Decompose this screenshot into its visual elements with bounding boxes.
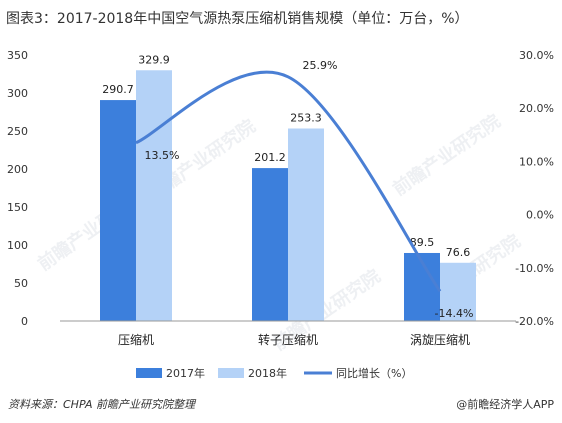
- right-axis-tick-label: 30.0%: [519, 49, 554, 62]
- category-label: 涡旋压缩机: [410, 332, 470, 347]
- growth-line-path: [135, 70, 442, 293]
- brand-note: @前瞻经济学人APP: [456, 398, 554, 411]
- bar: [440, 262, 476, 321]
- growth-line: 13.5% 25.9% -14.4%: [135, 59, 474, 320]
- growth-data-label: 25.9%: [303, 59, 338, 72]
- category-labels: 压缩机 转子压缩机 涡旋压缩机: [118, 332, 470, 347]
- bar-data-label: 89.5: [410, 236, 435, 249]
- right-axis: -20.0% -10.0% 0.0% 10.0% 20.0% 30.0%: [515, 49, 554, 328]
- category-label: 压缩机: [118, 332, 154, 347]
- bar: [136, 70, 172, 321]
- left-axis: 0 50 100 150 200 250 300 350: [7, 49, 28, 328]
- left-axis-tick-label: 150: [7, 201, 28, 214]
- bar-data-label: 253.3: [290, 111, 322, 124]
- left-axis-tick-label: 350: [7, 49, 28, 62]
- growth-data-label: 13.5%: [145, 149, 180, 162]
- bars: 290.7 329.9 201.2 253.3 89.5 76.6: [60, 53, 516, 322]
- category-label: 转子压缩机: [258, 332, 318, 347]
- left-axis-tick-label: 50: [14, 277, 28, 290]
- legend-label-2017: 2017年: [166, 366, 205, 380]
- right-axis-tick-label: 20.0%: [519, 102, 554, 115]
- legend-label-2018: 2018年: [248, 366, 287, 380]
- source-note: 资料来源：CHPA 前瞻产业研究院整理: [8, 398, 196, 411]
- left-axis-tick-label: 0: [21, 315, 28, 328]
- bar-data-label: 290.7: [102, 83, 134, 96]
- bar: [252, 168, 288, 321]
- growth-data-label: -14.4%: [435, 307, 474, 320]
- legend-label-growth: 同比增长（%）: [336, 366, 412, 380]
- bar-data-label: 329.9: [138, 53, 170, 66]
- bar: [288, 128, 324, 321]
- right-axis-tick-label: -10.0%: [515, 262, 554, 275]
- watermark-text: 前瞻产业研究院: [389, 110, 505, 200]
- chart-title: 图表3：2017-2018年中国空气源热泵压缩机销售规模（单位：万台，%）: [6, 11, 469, 27]
- legend: 2017年 2018年 同比增长（%）: [136, 366, 412, 380]
- bar: [100, 100, 136, 322]
- right-axis-tick-label: -20.0%: [515, 315, 554, 328]
- bar-data-label: 76.6: [446, 246, 471, 259]
- left-axis-tick-label: 100: [7, 239, 28, 252]
- right-axis-tick-label: 10.0%: [519, 155, 554, 168]
- left-axis-tick-label: 200: [7, 163, 28, 176]
- bar-data-label: 201.2: [254, 151, 286, 164]
- legend-swatch-2017: [136, 368, 162, 378]
- left-axis-tick-label: 250: [7, 125, 28, 138]
- right-axis-tick-label: 0.0%: [526, 209, 554, 222]
- left-axis-tick-label: 300: [7, 87, 28, 100]
- legend-swatch-2018: [218, 368, 244, 378]
